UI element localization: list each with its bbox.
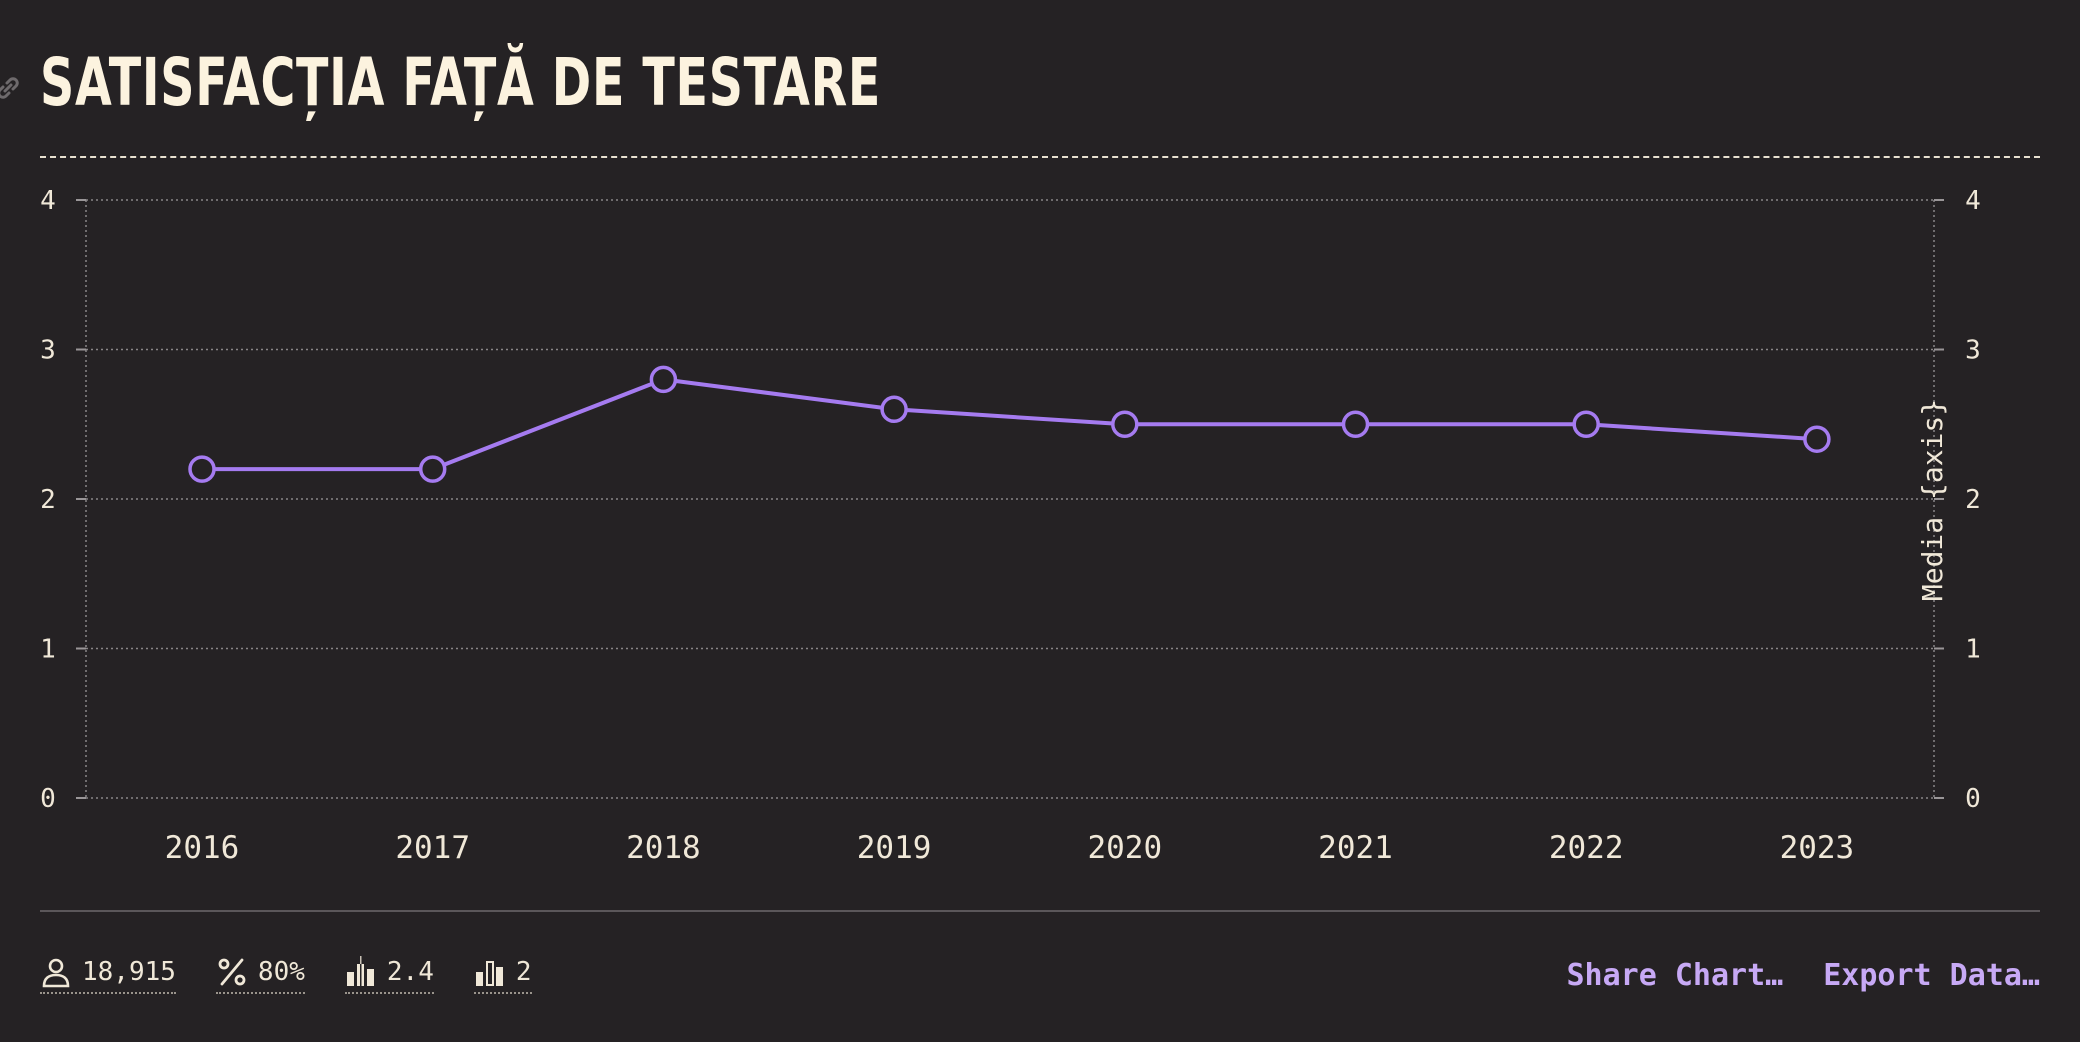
footer-divider: [40, 910, 2040, 912]
median-value: 2: [515, 957, 532, 987]
y-tick-label-right: 3: [1965, 336, 1981, 366]
share-chart-button[interactable]: Share Chart…: [1566, 958, 1784, 993]
percent-stat[interactable]: 80%: [215, 956, 305, 994]
data-point: [1111, 410, 1139, 438]
y-tick-label-right: 1: [1965, 635, 1981, 665]
x-tick-label: 2017: [395, 830, 470, 866]
x-tick-label: 2023: [1780, 830, 1855, 866]
data-point: [188, 455, 216, 483]
y-tick-label-right: 4: [1965, 186, 1981, 216]
line-chart: 0 0 1 1 2 2 3 3 4 4 2016 2017 2018 2019 2020 2021 2022 20…: [40, 186, 1981, 866]
percent-value: 80%: [257, 957, 305, 987]
x-tick-label: 2020: [1087, 830, 1162, 866]
y-tick-label-left: 0: [40, 784, 56, 814]
page-title: SATISFACȚIA FAȚĂ DE TESTARE: [40, 44, 882, 121]
respondents-stat[interactable]: 18,915: [40, 956, 176, 994]
y-tick-label-left: 3: [40, 336, 56, 366]
y-tick-label-left: 2: [40, 485, 56, 515]
bar-median-icon: [475, 961, 503, 986]
chart-actions: Share Chart… Export Data…: [1567, 958, 2041, 993]
x-tick-label: 2016: [165, 830, 240, 866]
data-point: [1572, 410, 1600, 438]
mean-stat[interactable]: 2.4: [344, 956, 434, 994]
x-tick-label: 2019: [857, 830, 932, 866]
data-point: [1341, 410, 1370, 438]
person-icon: [42, 958, 70, 988]
y-tick-label-left: 4: [40, 186, 56, 216]
data-point: [880, 395, 908, 424]
stats-bar: 18,915 80% 2.4: [40, 956, 532, 994]
x-tick-label: 2022: [1549, 830, 1624, 866]
series-line: [202, 377, 1818, 472]
link-icon[interactable]: [0, 74, 22, 102]
bar-mean-icon: [346, 956, 374, 987]
y-axis-label: Media {axis}: [1916, 399, 1949, 601]
y-tick-label-left: 1: [40, 635, 56, 665]
data-point: [649, 365, 678, 394]
median-stat[interactable]: 2: [473, 956, 532, 994]
x-tick-label: 2018: [626, 830, 701, 866]
y-tick-label-right: 2: [1965, 485, 1981, 515]
mean-value: 2.4: [386, 957, 434, 987]
title-divider: [40, 156, 2040, 158]
x-tick-label: 2021: [1318, 830, 1393, 866]
export-data-button[interactable]: Export Data…: [1823, 958, 2040, 993]
y-tick-label-right: 0: [1965, 784, 1981, 814]
respondents-value: 18,915: [82, 957, 176, 987]
data-point: [418, 455, 447, 483]
percent-icon: [218, 958, 246, 986]
data-point: [1803, 425, 1831, 453]
